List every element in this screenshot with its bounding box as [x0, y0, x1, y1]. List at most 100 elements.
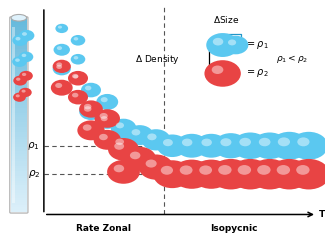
Circle shape	[99, 113, 108, 119]
Bar	[11, 73, 27, 76]
Bar	[11, 200, 27, 202]
Text: $\Delta$Size: $\Delta$Size	[213, 14, 239, 25]
Bar	[11, 202, 27, 205]
Circle shape	[55, 83, 62, 88]
Circle shape	[116, 122, 124, 128]
Circle shape	[239, 138, 251, 146]
Circle shape	[172, 160, 212, 189]
Circle shape	[96, 94, 118, 110]
Circle shape	[163, 139, 173, 146]
Circle shape	[22, 32, 27, 36]
Bar	[11, 59, 27, 62]
Circle shape	[147, 133, 157, 140]
Bar	[11, 134, 27, 137]
Circle shape	[223, 36, 248, 54]
Bar	[11, 129, 27, 132]
Bar	[11, 156, 27, 159]
Bar	[11, 205, 27, 207]
Circle shape	[115, 139, 124, 145]
Bar	[11, 112, 27, 115]
Circle shape	[84, 104, 91, 109]
Bar	[11, 197, 27, 200]
Bar	[11, 78, 27, 81]
Circle shape	[51, 80, 73, 96]
Bar	[11, 39, 27, 42]
Circle shape	[296, 165, 310, 175]
Circle shape	[16, 94, 20, 97]
Bar	[11, 56, 27, 59]
Bar	[11, 178, 27, 181]
Circle shape	[54, 44, 70, 56]
Bar	[11, 207, 27, 210]
Circle shape	[13, 92, 26, 102]
Circle shape	[157, 134, 188, 157]
Bar	[11, 20, 27, 23]
Circle shape	[153, 160, 191, 188]
Bar	[11, 25, 27, 27]
Circle shape	[101, 116, 108, 121]
Bar	[11, 49, 27, 52]
Bar	[11, 210, 27, 212]
Bar	[11, 76, 27, 78]
Circle shape	[278, 137, 290, 146]
Circle shape	[252, 132, 288, 159]
Text: Rate Zonal: Rate Zonal	[76, 224, 132, 233]
Bar	[11, 83, 27, 86]
Circle shape	[57, 46, 62, 50]
Circle shape	[108, 138, 139, 161]
Circle shape	[199, 165, 212, 175]
Bar	[11, 163, 27, 166]
Bar	[11, 117, 27, 120]
Circle shape	[101, 97, 108, 102]
Bar	[11, 159, 27, 161]
Bar	[11, 183, 27, 185]
Circle shape	[15, 59, 20, 62]
Circle shape	[74, 56, 78, 59]
Circle shape	[70, 72, 86, 84]
Bar	[11, 127, 27, 129]
Bar	[11, 146, 27, 149]
Circle shape	[79, 100, 103, 118]
Circle shape	[270, 132, 308, 160]
Circle shape	[72, 93, 78, 97]
Bar	[11, 88, 27, 91]
Bar	[11, 42, 27, 45]
Circle shape	[12, 35, 28, 46]
Bar	[11, 44, 27, 47]
Bar	[11, 105, 27, 108]
Bar	[11, 68, 27, 71]
Bar	[11, 98, 27, 100]
Bar	[11, 86, 27, 88]
Bar	[11, 122, 27, 125]
Bar	[12, 27, 15, 203]
Bar	[11, 190, 27, 193]
Bar	[11, 115, 27, 117]
Circle shape	[53, 62, 71, 75]
Bar	[11, 32, 27, 35]
Bar	[11, 124, 27, 127]
Bar	[11, 27, 27, 30]
Bar	[11, 47, 27, 49]
Circle shape	[77, 120, 105, 140]
Circle shape	[191, 160, 231, 189]
Circle shape	[19, 30, 34, 41]
Bar	[11, 90, 27, 93]
Bar	[11, 54, 27, 57]
Circle shape	[22, 73, 26, 76]
Circle shape	[22, 54, 26, 57]
Circle shape	[288, 159, 325, 189]
Bar	[11, 107, 27, 110]
Circle shape	[290, 132, 325, 160]
Bar	[11, 71, 27, 74]
Circle shape	[180, 165, 192, 175]
Bar	[11, 18, 27, 20]
Circle shape	[297, 137, 309, 146]
Circle shape	[95, 109, 120, 128]
Bar	[11, 66, 27, 69]
Bar	[11, 81, 27, 83]
Bar	[11, 185, 27, 188]
Circle shape	[126, 125, 153, 145]
Circle shape	[56, 65, 62, 69]
Text: $\rho_1 < \rho_2$: $\rho_1 < \rho_2$	[277, 53, 308, 65]
Circle shape	[19, 71, 33, 81]
